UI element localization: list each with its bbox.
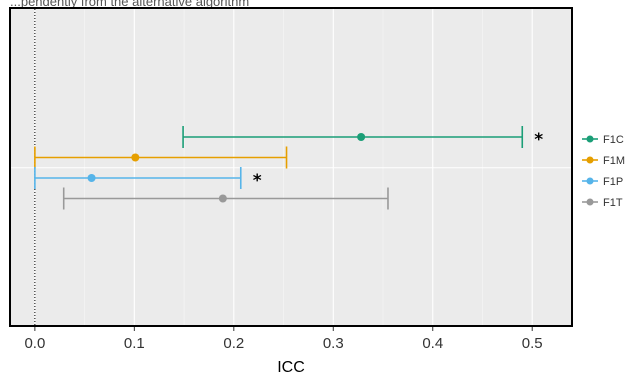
legend-key-point-f1p xyxy=(586,177,594,185)
series-f1t xyxy=(62,187,389,210)
legend-key-point-f1c xyxy=(586,135,594,143)
legend-item-f1t: F1T xyxy=(582,197,623,209)
x-tick-label-4: 0.4 xyxy=(422,335,443,352)
legend-item-f1c: F1C xyxy=(582,134,624,146)
series-f1p: * xyxy=(34,167,262,191)
legend-label-f1c: F1C xyxy=(603,134,624,146)
legend-item-f1m: F1M xyxy=(582,155,625,167)
legend-key-point-f1t xyxy=(586,198,594,206)
grid-lines xyxy=(11,9,571,325)
legend-label-f1m: F1M xyxy=(603,155,625,167)
x-tick-label-2: 0.2 xyxy=(223,335,244,352)
plot-panel xyxy=(9,7,573,327)
x-tick-label-5: 0.5 xyxy=(522,335,543,352)
legend-key-point-f1m xyxy=(586,156,594,164)
series-f1c: * xyxy=(182,126,543,150)
point-estimate-f1p xyxy=(87,174,96,182)
significance-marker-f1p: * xyxy=(253,171,262,191)
legend: F1C F1M F1P F1T xyxy=(582,134,625,209)
series-f1m xyxy=(34,146,288,169)
significance-marker-f1c: * xyxy=(534,130,543,150)
point-estimate-f1c xyxy=(357,133,366,141)
x-tick-label-0: 0.0 xyxy=(24,335,45,352)
x-tick-label-1: 0.1 xyxy=(124,335,145,352)
error-bars: ** xyxy=(34,126,543,210)
point-estimate-f1m xyxy=(131,153,140,162)
legend-label-f1t: F1T xyxy=(603,197,623,209)
legend-label-f1p: F1P xyxy=(603,176,623,188)
x-axis-title: ICC xyxy=(277,359,305,376)
header-text: ...pendently from the alternative algori… xyxy=(10,0,249,9)
point-estimate-f1t xyxy=(218,194,227,203)
x-tick-label-3: 0.3 xyxy=(323,335,344,352)
legend-item-f1p: F1P xyxy=(582,176,623,188)
x-axis: 0.0 0.1 0.2 0.3 0.4 0.5 xyxy=(24,327,543,352)
